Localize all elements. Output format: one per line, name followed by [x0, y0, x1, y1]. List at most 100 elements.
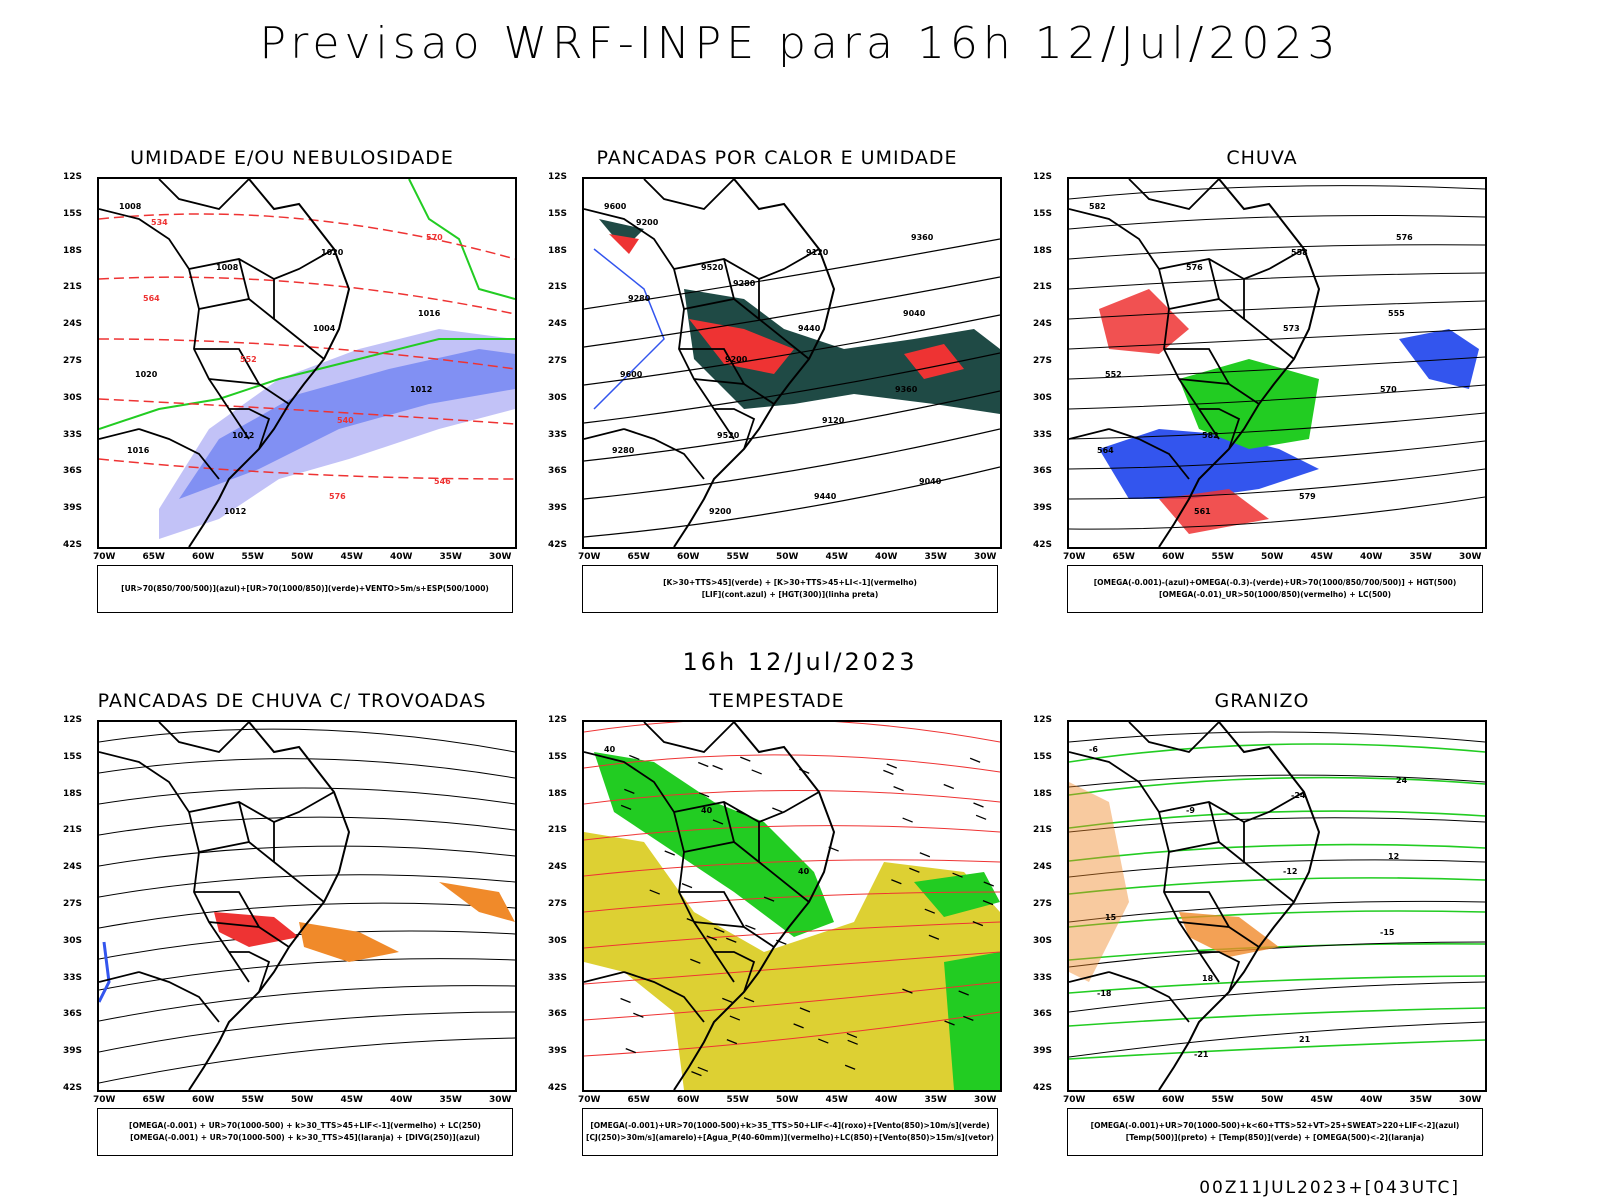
wind-vector [952, 872, 963, 878]
streamline-black [1069, 244, 1485, 260]
state-border [1168, 298, 1295, 360]
contour-label: -6 [1089, 745, 1098, 754]
wind-vector [902, 988, 913, 994]
map-svg: 9600 9520 9440 9360 9280 9200 9120 9040 9600 9520… [584, 179, 1000, 547]
panel-granizo: GRANIZO -6 -9 -12 -15 -18 -21 -24 12 15 18 21 24 12S 1… [1027, 690, 1497, 1170]
streamline-red [584, 825, 1000, 841]
lat-tick-label: 24S [63, 862, 83, 873]
contour-label: 9040 [903, 309, 926, 318]
contour-label: 576 [1186, 263, 1203, 272]
lon-tick-label: 45W [340, 552, 363, 562]
contour-label: 1012 [224, 507, 246, 516]
lat-tick-label: 24S [63, 319, 83, 330]
wind-vector [620, 804, 632, 810]
jet-field-yellow [584, 832, 1000, 1090]
lat-tick-label: 33S [548, 429, 568, 440]
state-border [1199, 951, 1241, 993]
lon-tick-label: 35W [439, 1095, 462, 1105]
lon-tick-label: 70W [578, 1095, 601, 1105]
coastline [673, 179, 836, 547]
state-border [198, 298, 325, 360]
lat-tick-label: 24S [1033, 319, 1053, 330]
lon-tick-label: 30W [974, 1095, 997, 1105]
panel-title: PANCADAS POR CALOR E UMIDADE [596, 147, 958, 169]
contour-label: 564 [1097, 446, 1114, 455]
state-border [714, 408, 756, 450]
lon-tick-label: 40W [390, 552, 413, 562]
streamline-red [584, 921, 1000, 949]
lon-tick-label: 65W [627, 1095, 650, 1105]
wind850-field-green-east [914, 872, 1000, 917]
legend-line: [OMEGA(-0.001)-(azul)+OMEGA(-0.3)-(verde… [1093, 578, 1457, 587]
contour-label: 1016 [127, 446, 150, 455]
lat-tick-label: 39S [63, 503, 83, 514]
lat-tick-label: 30S [1033, 935, 1053, 946]
contour-label: 1012 [410, 385, 432, 394]
contour-label: 570 [1380, 385, 1397, 394]
wind-vector [818, 1038, 829, 1044]
map-svg: -6 -9 -12 -15 -18 -21 -24 12 15 18 21 24 [1069, 722, 1485, 1090]
temp850-contour-green [1069, 877, 1485, 895]
wind-vector [973, 802, 984, 808]
lat-tick-label: 42S [548, 1083, 568, 1093]
map-plot: 582 576 573 570 564 561 558 555 552 582 579 576 [1067, 177, 1487, 549]
legend-line: [OMEGA(-0.01)_UR>50(1000/850)(vermelho) … [1158, 590, 1392, 599]
state-border [188, 248, 335, 280]
lon-tick-label: 50W [291, 552, 314, 562]
streamline-red [584, 789, 1000, 805]
lat-tick-label: 18S [548, 788, 568, 799]
panel-pancadas-calor: PANCADAS POR CALOR E UMIDADE 9600 9520 9440… [542, 147, 1012, 627]
lon-tick-label: 50W [776, 552, 799, 562]
contour-label: 1008 [216, 263, 239, 272]
lat-tick-label: 27S [1033, 356, 1053, 366]
lon-tick-label: 50W [776, 1095, 799, 1105]
state-border [238, 801, 250, 843]
lon-tick-label: 60W [192, 552, 215, 562]
streamline-red [584, 722, 1000, 743]
lat-tick-label: 39S [548, 1046, 568, 1057]
lat-tick-label: 21S [1033, 282, 1053, 293]
lon-tick-label: 40W [1360, 1095, 1383, 1105]
lon-tick-label: 35W [924, 552, 947, 562]
contour-label: 9120 [806, 248, 829, 257]
contour-label: 576 [329, 492, 346, 501]
contour-label: -18 [1097, 989, 1112, 998]
thickness-contour-red [99, 398, 515, 425]
lon-tick-label: 50W [291, 1095, 314, 1105]
state-border [1208, 801, 1220, 843]
temp500-contour-black [1069, 941, 1485, 968]
lat-tick-label: 27S [63, 899, 83, 909]
lon-tick-label: 45W [1310, 1095, 1333, 1105]
height-contour-black [584, 466, 1000, 538]
lat-tick-label: 15S [63, 208, 83, 219]
panel-title: PANCADAS DE CHUVA C/ TROVOADAS [97, 690, 487, 712]
contour-label: 579 [1299, 492, 1316, 501]
lat-tick-label: 24S [548, 319, 568, 330]
map-plot: 9600 9520 9440 9360 9280 9200 9120 9040 9600 9520… [582, 177, 1002, 549]
state-border [138, 428, 220, 480]
contour-label: 1016 [418, 309, 441, 318]
state-border [229, 951, 271, 993]
streamline-black [99, 758, 515, 779]
legend-box: [UR>70(850/700/500)](azul)+[UR>70(1000/8… [97, 565, 513, 613]
lat-tick-label: 12S [548, 715, 568, 725]
legend-line: [K>30+TTS>45](verde) + [K>30+TTS>45+LI<-… [663, 578, 917, 587]
streamline-black [1069, 356, 1485, 380]
wind-vector [706, 935, 717, 941]
lat-tick-label: 42S [548, 540, 568, 550]
state-border [158, 179, 250, 210]
instability-field-teal-north [599, 219, 644, 249]
coastline [188, 722, 351, 1090]
lat-tick-label: 27S [63, 356, 83, 366]
wind-vector [893, 785, 904, 792]
lon-tick-label: 35W [924, 1095, 947, 1105]
streamline-black [1069, 215, 1485, 230]
state-border [1168, 841, 1295, 903]
map-svg: 582 576 573 570 564 561 558 555 552 582 579 576 [1069, 179, 1485, 547]
state-border [723, 801, 735, 843]
contour-label: 15 [1105, 913, 1117, 922]
contour-label: 21 [1299, 1035, 1311, 1044]
panel-title: CHUVA [1226, 147, 1298, 169]
contour-label: 546 [434, 477, 451, 486]
height-contour-black [584, 352, 1000, 424]
